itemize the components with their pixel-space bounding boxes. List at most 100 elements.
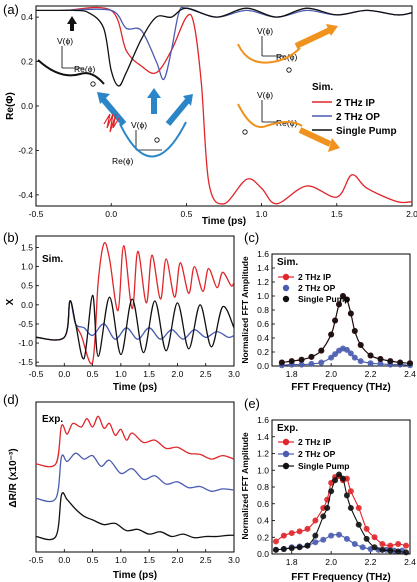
data-point xyxy=(332,317,339,324)
data-point xyxy=(339,475,346,482)
data-point xyxy=(288,545,295,552)
x-tick-label: 0.0 xyxy=(58,369,70,379)
panel-a-xlabel: Time (ps) xyxy=(202,216,246,227)
data-point xyxy=(343,346,350,353)
data-point xyxy=(357,358,364,365)
data-point xyxy=(343,492,350,499)
x-tick-label: 2.2 xyxy=(365,369,377,379)
data-point xyxy=(351,354,358,361)
panel-e-xticks: 1.8 2.0 2.2 2.4 xyxy=(286,551,416,567)
orange-arrow-bottom-icon xyxy=(298,127,332,147)
blue-arrowhead-up-icon xyxy=(147,88,161,98)
x-tick-label: 1.0 xyxy=(256,209,268,219)
y-tick-label: 0.4 xyxy=(21,12,33,22)
data-point xyxy=(308,353,315,360)
legend-c-op: 2 THz OP xyxy=(298,283,336,293)
data-point xyxy=(379,546,386,553)
series-line xyxy=(35,492,235,541)
x-tick-label: 0.0 xyxy=(58,555,70,565)
x-tick-label: 3.0 xyxy=(228,555,240,565)
panel-d-label: (d) xyxy=(3,392,19,407)
panel-e-yticks: 1.6 1.4 1.2 1.0 0.8 0.6 0.4 0.2 0.0 xyxy=(257,415,275,559)
x-tick-label: 0.5 xyxy=(87,555,99,565)
blue-arrow-left-icon xyxy=(99,96,127,126)
panel-e-label: (e) xyxy=(244,396,260,411)
data-point xyxy=(355,504,362,511)
panel-d-series xyxy=(35,415,235,541)
x-tick-label: 2.0 xyxy=(172,555,184,565)
inset-axes-1-icon xyxy=(61,46,84,69)
series-line xyxy=(36,7,413,87)
data-point xyxy=(336,471,343,478)
legend-e-single-marker xyxy=(282,462,290,470)
y-tick-label: 0.5 xyxy=(21,281,33,291)
data-point xyxy=(377,356,384,362)
series-line xyxy=(35,242,235,365)
data-point xyxy=(371,544,378,551)
x-tick-label: -0.5 xyxy=(29,209,44,219)
data-point xyxy=(395,540,402,547)
data-point xyxy=(387,358,394,365)
x-tick-label: 2.0 xyxy=(325,369,337,379)
inset1-potential-icon xyxy=(37,59,105,85)
panel-b-label: (b) xyxy=(3,230,19,245)
data-point xyxy=(328,354,335,361)
data-point xyxy=(359,544,366,551)
y-tick-label: 0.0 xyxy=(257,361,269,371)
inset-axes-3-icon xyxy=(261,36,286,57)
data-point xyxy=(318,347,325,354)
y-tick-label: 1.0 xyxy=(257,465,269,475)
panel-e-ylabel: Normalized FFT Amplitude xyxy=(240,432,250,540)
panel-a-ylabel: Re(Φ) xyxy=(5,92,16,120)
y-tick-label: -0.5 xyxy=(18,319,33,329)
panel-e-series xyxy=(272,471,410,556)
data-point xyxy=(343,535,350,542)
y-tick-label: 0.0 xyxy=(21,101,33,111)
red-pulse-icon xyxy=(103,113,120,133)
panel-a-series xyxy=(36,6,413,205)
data-point xyxy=(367,360,374,367)
x-tick-label: 1.5 xyxy=(331,209,343,219)
data-point xyxy=(288,358,295,365)
data-point xyxy=(343,296,350,303)
y-tick-label: 1.2 xyxy=(257,449,269,459)
panel-e-xlabel: FFT Frequency (THz) xyxy=(291,572,390,582)
inset2-v: V(ϕ) xyxy=(131,120,147,130)
data-point xyxy=(403,542,410,549)
x-tick-label: -0.5 xyxy=(29,369,44,379)
data-point xyxy=(288,530,295,537)
inset3-ball-icon xyxy=(286,67,292,73)
x-tick-label: 2.0 xyxy=(325,557,337,567)
inset1-v: V(ϕ) xyxy=(57,36,73,46)
data-point xyxy=(280,545,287,552)
orange-arrowhead-top-icon xyxy=(326,24,338,36)
data-point xyxy=(320,513,327,520)
data-point xyxy=(363,525,370,532)
legend-c-op-marker xyxy=(282,284,290,292)
data-point xyxy=(304,525,311,532)
x-tick-label: 2.5 xyxy=(200,555,212,565)
data-point xyxy=(395,548,402,555)
panel-b-xticks: -0.5 0.0 0.5 1.0 1.5 2.0 2.5 3.0 xyxy=(29,363,240,379)
data-point xyxy=(347,310,354,317)
y-tick-label: 0.8 xyxy=(257,482,269,492)
y-tick-label: 1.0 xyxy=(257,291,269,301)
x-tick-label: 1.0 xyxy=(115,369,127,379)
legend-c-ip: 2 THz IP xyxy=(298,272,331,282)
inset2-potential-icon xyxy=(119,121,187,158)
panel-b-ylabel: X xyxy=(5,298,16,305)
inset4-re: Re(ϕ) xyxy=(276,118,297,128)
inset4-ball-icon xyxy=(242,129,248,135)
data-point xyxy=(367,352,374,359)
y-tick-label: 0.2 xyxy=(257,532,269,542)
inset2-ball-icon xyxy=(154,137,160,143)
y-tick-label: -0.4 xyxy=(18,190,33,200)
y-tick-label: 0.0 xyxy=(257,549,269,559)
x-tick-label: 3.0 xyxy=(228,369,240,379)
data-point xyxy=(298,356,305,363)
panel-d-tag: Exp. xyxy=(42,414,63,425)
blue-arrowhead-right-icon xyxy=(183,94,193,106)
panel-e-legend: 2 THz IP 2 THz OP Single Pump xyxy=(278,437,349,471)
data-point xyxy=(278,359,285,366)
data-point xyxy=(328,532,335,539)
